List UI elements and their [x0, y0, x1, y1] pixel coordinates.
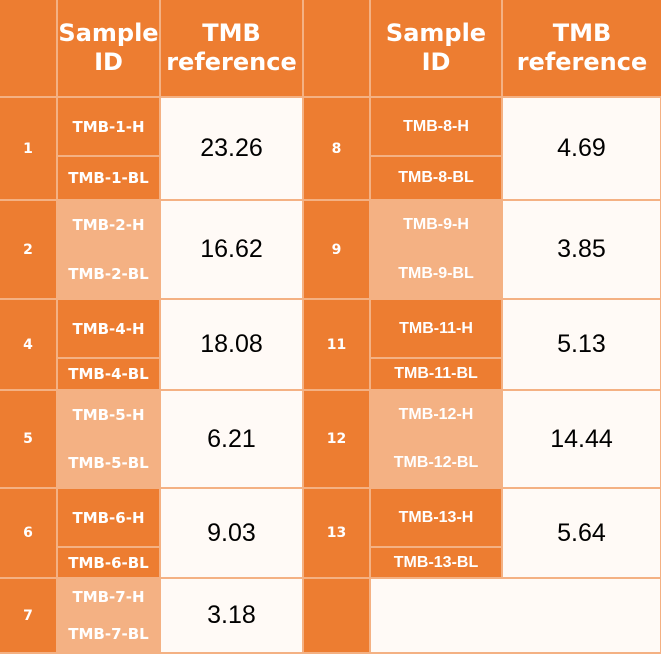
header-tmb-reference-left-label: TMB reference: [166, 19, 297, 76]
right-row-sample-h: TMB-8-H: [371, 98, 501, 155]
left-row-sample-bl: TMB-6-BL: [58, 548, 159, 577]
header-index-right: [304, 0, 369, 96]
header-tmb-reference-left: TMB reference: [161, 0, 302, 96]
right-row-tmb-value: 14.44: [503, 391, 660, 487]
right-row-index: 13: [304, 489, 369, 577]
left-row-sample-h: TMB-6-H: [58, 489, 159, 546]
left-row-tmb-value: 16.62: [161, 201, 302, 298]
right-row-sample-bl: TMB-8-BL: [371, 157, 501, 199]
left-row-index: 6: [0, 489, 56, 577]
right-row-sample-h: TMB-11-H: [371, 300, 501, 357]
left-row-tmb-value: 3.18: [161, 579, 302, 652]
right-row-sample-bl: TMB-12-BL: [393, 454, 479, 471]
right-row-sample-h: TMB-13-H: [371, 489, 501, 546]
header-sample-id-left-label: Sample ID: [58, 19, 159, 76]
header-sample-id-right: Sample ID: [371, 0, 501, 96]
right-row-sample-bl: TMB-13-BL: [371, 548, 501, 577]
left-row-sample-h: TMB-4-H: [58, 300, 159, 357]
left-row-index: 5: [0, 391, 56, 487]
left-row-sample-h: TMB-7-H: [72, 588, 145, 607]
header-tmb-reference-right: TMB reference: [503, 0, 661, 96]
right-row-tmb-value: 5.13: [503, 300, 660, 389]
left-row-sample-h: TMB-1-H: [58, 98, 159, 155]
left-row-index: 1: [0, 98, 56, 199]
right-row-index: 8: [304, 98, 369, 199]
right-row-sample-bl: TMB-11-BL: [371, 359, 501, 389]
left-row-sample-group: TMB-2-H TMB-2-BL: [58, 201, 159, 298]
left-row-sample-group: TMB-5-H TMB-5-BL: [58, 391, 159, 487]
left-row-index: 4: [0, 300, 56, 389]
left-row-tmb-value: 9.03: [161, 489, 302, 577]
right-row-sample-h: TMB-9-H: [403, 216, 469, 234]
header-index-left: [0, 0, 56, 96]
right-row-empty-merged: [371, 579, 660, 652]
left-row-tmb-value: 23.26: [161, 98, 302, 199]
left-row-sample-h: TMB-5-H: [72, 406, 145, 424]
left-row-sample-bl: TMB-2-BL: [68, 264, 149, 283]
right-row-tmb-value: 5.64: [503, 489, 660, 577]
right-row-index: 11: [304, 300, 369, 389]
right-row-sample-group: TMB-9-H TMB-9-BL: [371, 201, 501, 298]
left-row-index: 7: [0, 579, 56, 652]
right-row-sample-bl: TMB-9-BL: [398, 264, 474, 282]
left-row-sample-bl: TMB-5-BL: [68, 454, 149, 472]
left-row-tmb-value: 18.08: [161, 300, 302, 389]
right-row-sample-h: TMB-12-H: [398, 406, 474, 423]
left-row-sample-bl: TMB-4-BL: [58, 359, 159, 389]
header-tmb-reference-right-label: TMB reference: [516, 19, 648, 76]
left-row-sample-h: TMB-2-H: [72, 216, 145, 235]
right-row-index: 12: [304, 391, 369, 487]
left-row-tmb-value: 6.21: [161, 391, 302, 487]
right-row-index: 9: [304, 201, 369, 298]
right-row-sample-group: TMB-12-H TMB-12-BL: [371, 391, 501, 487]
left-row-sample-bl: TMB-7-BL: [68, 624, 149, 643]
left-row-sample-bl: TMB-1-BL: [58, 157, 159, 199]
left-row-index: 2: [0, 201, 56, 298]
left-row-sample-group: TMB-7-H TMB-7-BL: [58, 579, 159, 652]
header-sample-id-right-label: Sample ID: [385, 19, 487, 76]
right-row-tmb-value: 4.69: [503, 98, 660, 199]
header-sample-id-left: Sample ID: [58, 0, 159, 96]
right-row-index-empty: [304, 579, 369, 652]
right-row-tmb-value: 3.85: [503, 201, 660, 298]
